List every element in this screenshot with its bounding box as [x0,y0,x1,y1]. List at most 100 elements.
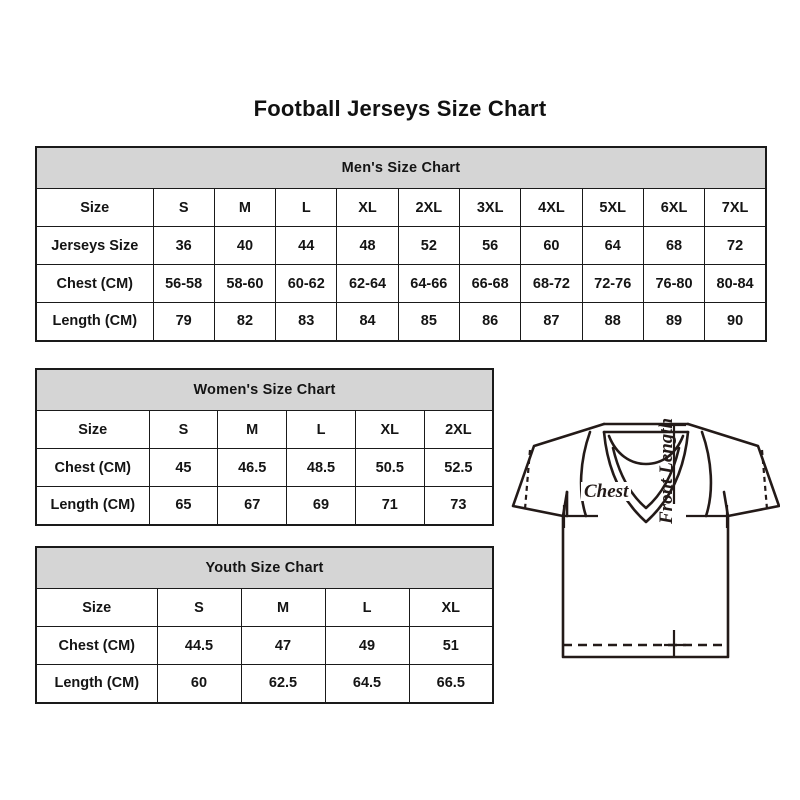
table-caption-row: Youth Size Chart [35,546,494,589]
column-header-xl: XL [354,410,425,449]
cell: 90 [704,302,767,341]
row-header-chest-cm: Chest (CM) [35,264,154,303]
column-header-l: L [324,588,410,627]
column-header-3xl: 3XL [458,188,522,227]
cell: 52.5 [423,448,494,487]
cell: 85 [397,302,460,341]
cell: 51 [408,626,494,665]
cell: 46.5 [217,448,288,487]
cell: 68-72 [520,264,583,303]
row-header-chest-cm: Chest (CM) [35,626,158,665]
row-header-jerseys-size: Jerseys Size [35,226,154,265]
row-header-length-cm: Length (CM) [35,302,154,341]
row-header-length-cm: Length (CM) [35,486,150,525]
column-header-2xl: 2XL [397,188,460,227]
column-header-6xl: 6XL [642,188,706,227]
front-length-measure-label: Front Length [656,417,677,524]
cell: 66.5 [408,664,494,703]
column-header-m: M [240,588,326,627]
table-row: Jerseys Size 36 40 44 48 52 56 60 64 68 … [35,226,767,265]
cell: 48 [336,226,399,265]
column-header-m: M [217,410,288,449]
table-caption-row: Men's Size Chart [35,146,767,189]
cell: 80-84 [704,264,767,303]
column-header-7xl: 7XL [704,188,767,227]
cell: 47 [240,626,326,665]
cell: 60 [520,226,583,265]
cell: 71 [354,486,425,525]
cell: 64 [581,226,644,265]
cell: 50.5 [354,448,425,487]
cell: 56 [458,226,522,265]
cell: 40 [213,226,277,265]
table-row: Length (CM) 79 82 83 84 85 86 87 88 89 9… [35,302,767,341]
column-header-size: Size [35,410,150,449]
page-title: Football Jerseys Size Chart [253,96,547,121]
cell: 89 [642,302,706,341]
column-header-size: Size [35,188,154,227]
cell: 66-68 [458,264,522,303]
cell: 62.5 [240,664,326,703]
womens-table-caption: Women's Size Chart [35,368,494,411]
row-header-length-cm: Length (CM) [35,664,158,703]
chest-measure-line [562,505,729,528]
table-row: Length (CM) 65 67 69 71 73 [35,486,494,525]
cell: 83 [275,302,338,341]
mens-size-chart-table: Men's Size Chart Size S M L XL 2XL 3XL 4… [35,146,767,342]
cell: 64.5 [324,664,410,703]
cell: 82 [213,302,277,341]
column-header-s: S [156,588,242,627]
table-header-row: Size S M L XL 2XL [35,410,494,449]
cell: 60-62 [275,264,338,303]
column-header-4xl: 4XL [520,188,583,227]
v-neck-jersey-measurement-diagram [500,392,780,692]
chest-measure-label: Chest [581,482,632,501]
cell: 44.5 [156,626,242,665]
cell: 86 [458,302,522,341]
youth-table-caption: Youth Size Chart [35,546,494,589]
table-row: Chest (CM) 45 46.5 48.5 50.5 52.5 [35,448,494,487]
column-header-s: S [152,188,215,227]
womens-size-chart-table: Women's Size Chart Size S M L XL 2XL Che… [35,368,495,526]
cell: 44 [275,226,338,265]
column-header-2xl: 2XL [423,410,494,449]
cell: 87 [520,302,583,341]
column-header-5xl: 5XL [581,188,644,227]
table-row: Chest (CM) 56-58 58-60 60-62 62-64 64-66… [35,264,767,303]
cell: 45 [148,448,219,487]
cell: 73 [423,486,494,525]
table-row: Chest (CM) 44.5 47 49 51 [35,626,494,665]
cell: 49 [324,626,410,665]
cell: 58-60 [213,264,277,303]
youth-size-chart-table: Youth Size Chart Size S M L XL Chest (CM… [35,546,495,704]
cell: 62-64 [336,264,399,303]
cell: 56-58 [152,264,215,303]
sleeve-stitch-dashes [523,449,769,510]
cell: 76-80 [642,264,706,303]
cell: 64-66 [397,264,460,303]
column-header-size: Size [35,588,158,627]
row-header-chest-cm: Chest (CM) [35,448,150,487]
cell: 69 [286,486,356,525]
cell: 72 [704,226,767,265]
cell: 36 [152,226,215,265]
cell: 60 [156,664,242,703]
column-header-l: L [275,188,338,227]
column-header-l: L [286,410,356,449]
column-header-s: S [148,410,219,449]
mens-table-caption: Men's Size Chart [35,146,767,189]
cell: 67 [217,486,288,525]
cell: 72-76 [581,264,644,303]
jersey-outline-icon [511,422,780,659]
cell: 88 [581,302,644,341]
table-header-row: Size S M L XL [35,588,494,627]
table-caption-row: Women's Size Chart [35,368,494,411]
table-header-row: Size S M L XL 2XL 3XL 4XL 5XL 6XL 7XL [35,188,767,227]
cell: 79 [152,302,215,341]
column-header-xl: XL [336,188,399,227]
column-header-m: M [213,188,277,227]
column-header-xl: XL [408,588,494,627]
cell: 52 [397,226,460,265]
cell: 65 [148,486,219,525]
